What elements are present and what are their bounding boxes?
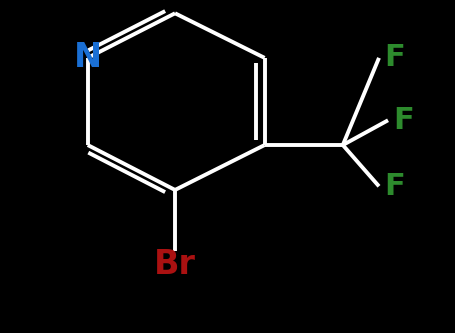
Text: N: N: [74, 41, 102, 74]
Text: F: F: [384, 172, 405, 201]
Text: F: F: [384, 43, 405, 72]
Text: Br: Br: [154, 248, 196, 281]
Text: F: F: [394, 106, 414, 135]
